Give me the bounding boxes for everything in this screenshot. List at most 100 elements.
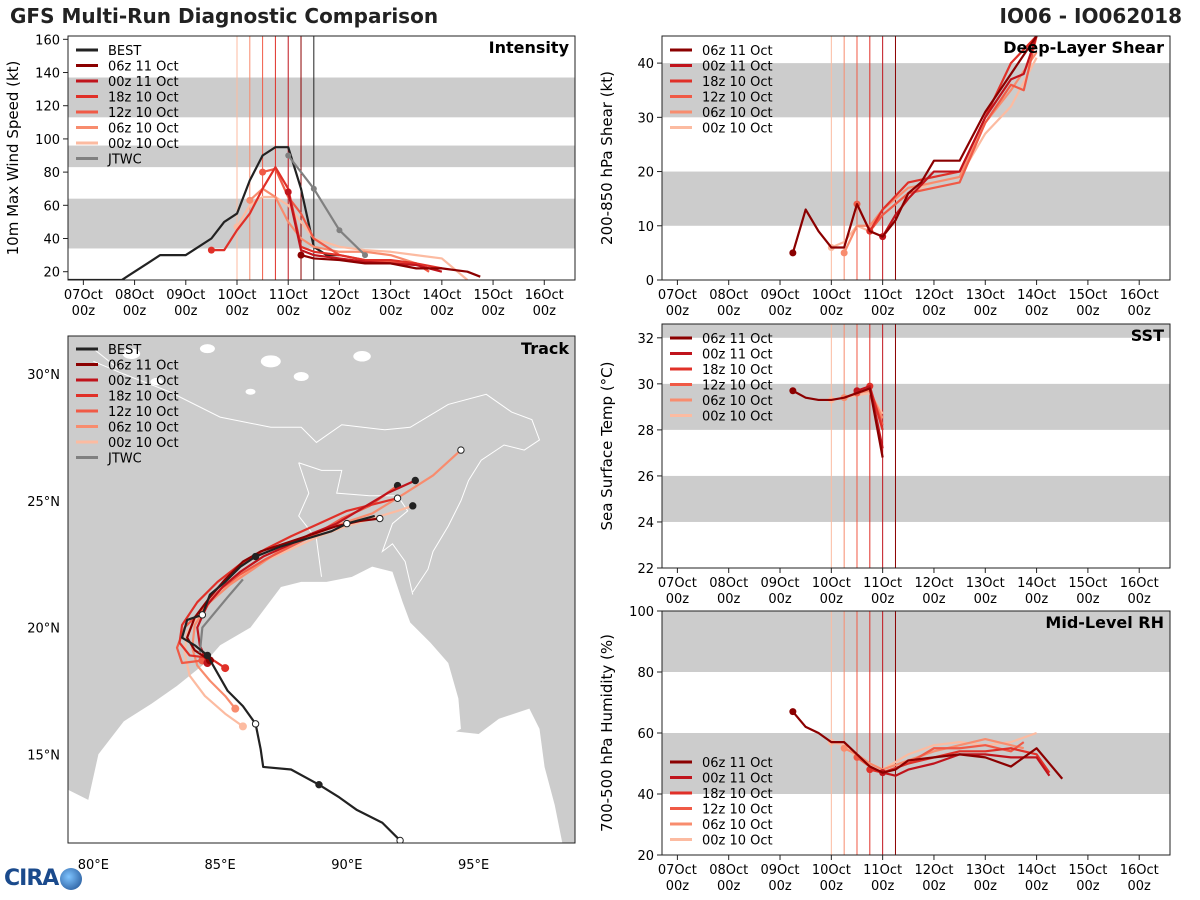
country-border — [298, 462, 322, 577]
x-tick-label-hour: 00z — [922, 879, 946, 894]
x-tick-label-hour: 00z — [768, 592, 792, 607]
x-tick-label-day: 12Oct — [320, 288, 359, 303]
x-tick-label-hour: 00z — [277, 304, 301, 319]
x-tick-label-day: 11Oct — [863, 863, 902, 878]
x-tick-label-day: 14Oct — [1017, 288, 1056, 303]
x-tick-label-day: 13Oct — [966, 288, 1005, 303]
jtwc-point — [310, 185, 317, 192]
x-tick-label-hour: 00z — [666, 592, 690, 607]
run-start-dot-4 — [246, 196, 254, 204]
legend-label: 06z 10 Oct — [108, 122, 179, 137]
run-line-0 — [791, 36, 1038, 254]
country-border — [93, 348, 120, 370]
x-tick-label-day: 07Oct — [64, 288, 103, 303]
lake — [353, 351, 371, 362]
x-tick-label-day: 08Oct — [115, 288, 154, 303]
panel-1: 01020304007Oct00z08Oct00z09Oct00z10Oct00… — [598, 35, 1171, 319]
x-tick-label-hour: 00z — [820, 592, 844, 607]
x-tick-label-day: 14Oct — [422, 288, 461, 303]
x-tick-label-day: 11Oct — [269, 288, 308, 303]
track-best-point — [198, 611, 207, 619]
map-inner — [68, 336, 575, 843]
best-line — [68, 146, 340, 280]
x-tick-label-day: 14Oct — [1017, 863, 1056, 878]
y-tick-label: 20 — [637, 166, 654, 181]
x-tick-label-day: 15Oct — [1068, 863, 1107, 878]
series-group — [789, 708, 1064, 780]
x-tick-label-hour: 00z — [533, 304, 557, 319]
legend-label: 18z 10 Oct — [108, 390, 179, 405]
track-jtwc — [198, 578, 244, 653]
x-tick-label-hour: 00z — [666, 304, 690, 319]
x-tick-label-day: 12Oct — [914, 288, 953, 303]
band-2 — [68, 77, 575, 118]
y-tick-label: 30 — [637, 111, 654, 126]
band-0 — [662, 475, 1170, 522]
storm-id: IO06 - IO062018 — [999, 4, 1182, 28]
legend-label: 00z 10 Oct — [702, 834, 773, 849]
cira-logo: CIRA — [4, 866, 83, 891]
x-tick-label-hour: 00z — [1076, 304, 1100, 319]
x-tick-label-hour: 00z — [871, 879, 895, 894]
panel-title: SST — [1131, 326, 1164, 345]
x-tick-label-day: 10Oct — [812, 576, 851, 591]
x-tick-label-hour: 00z — [974, 592, 998, 607]
panel-title: Intensity — [489, 38, 570, 57]
legend-label: JTWC — [107, 153, 142, 168]
country-border — [93, 360, 541, 593]
run-line-1 — [287, 191, 443, 273]
track-run-start-2 — [221, 664, 230, 673]
x-tick-label-hour: 00z — [481, 304, 505, 319]
track-run-end-1 — [411, 476, 419, 485]
y-tick-label: 120 — [35, 100, 60, 115]
legend-label: 00z 10 Oct — [702, 410, 773, 425]
legend-label: 06z 10 Oct — [702, 394, 773, 409]
y-tick-label: 160 — [35, 33, 60, 48]
y-tick-label: 40 — [637, 788, 654, 803]
track-best-point — [251, 552, 260, 561]
x-tick-label-hour: 00z — [1076, 592, 1100, 607]
legend-label: 12z 10 Oct — [702, 91, 773, 106]
x-tick-label-hour: 00z — [717, 304, 741, 319]
band-0 — [662, 733, 1170, 794]
panel-title: Deep-Layer Shear — [1003, 38, 1164, 57]
x-tick-label-hour: 00z — [379, 304, 403, 319]
x-tick-label-day: 07Oct — [658, 288, 697, 303]
panel-frame — [661, 35, 1171, 281]
y-tick-label: 32 — [637, 332, 654, 347]
x-tick-label-day: 15Oct — [474, 288, 513, 303]
x-tick-label-hour: 00z — [871, 304, 895, 319]
run-line-1 — [856, 385, 884, 449]
x-tick-label-hour: 00z — [1128, 592, 1152, 607]
x-tick-label-hour: 00z — [1025, 879, 1049, 894]
panel-title: Track — [521, 339, 569, 358]
track-run-start-4 — [231, 704, 240, 713]
panel-title: Mid-Level RH — [1045, 613, 1164, 632]
lon-tick-label: 90°E — [331, 858, 362, 873]
y-tick-label: 60 — [637, 727, 654, 742]
legend-label: 06z 11 Oct — [702, 44, 773, 59]
x-tick-label-day: 10Oct — [812, 288, 851, 303]
x-tick-label-day: 07Oct — [658, 863, 697, 878]
lake — [122, 348, 141, 359]
y-tick-label: 30 — [637, 378, 654, 393]
jtwc-line — [287, 154, 366, 256]
panel-frame — [661, 323, 1171, 569]
x-tick-label-hour: 00z — [820, 304, 844, 319]
x-tick-label-day: 10Oct — [812, 863, 851, 878]
x-tick-label-hour: 00z — [871, 592, 895, 607]
lon-tick-label: 80°E — [78, 858, 109, 873]
x-tick-label-hour: 00z — [123, 304, 147, 319]
x-tick-label-hour: 00z — [768, 879, 792, 894]
legend-label: 12z 10 Oct — [108, 405, 179, 420]
legend-label: 00z 11 Oct — [702, 348, 773, 363]
legend-label: 12z 10 Oct — [702, 803, 773, 818]
y-tick-label: 40 — [43, 233, 60, 248]
panel-3: 2040608010007Oct00z08Oct00z09Oct00z10Oct… — [598, 605, 1171, 894]
track-best-point — [203, 651, 212, 660]
x-tick-label-day: 12Oct — [914, 576, 953, 591]
run-start-dot-0 — [297, 251, 305, 259]
run-start-dot-3 — [259, 168, 267, 176]
x-tick-label-hour: 00z — [922, 592, 946, 607]
track-run-end-2 — [393, 494, 402, 502]
